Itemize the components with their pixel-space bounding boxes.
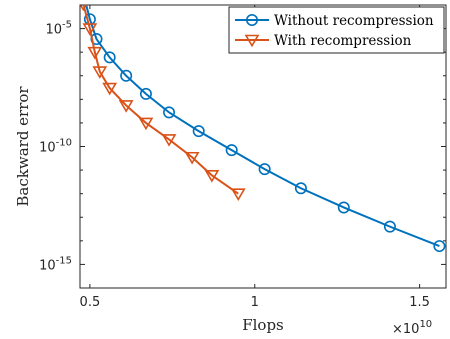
data-point-triangle: [138, 117, 154, 131]
data-point-circle: [433, 240, 446, 253]
data-point-circle: [225, 144, 238, 157]
series-line: [82, 5, 239, 195]
legend-label: With recompression: [274, 33, 412, 49]
x-axis-exponent: ×1010: [392, 319, 432, 337]
x-axis-exponent-base: ×10: [392, 322, 419, 337]
x-axis-label: Flops: [242, 316, 284, 334]
x-axis-exponent-power: 10: [419, 319, 432, 330]
data-point-circle: [258, 163, 271, 176]
data-point-circle: [383, 220, 396, 233]
x-tick-label: 1.5: [409, 295, 430, 310]
data-point-triangle: [87, 46, 103, 60]
series-2: [80, 5, 246, 201]
data-point-triangle: [82, 23, 98, 36]
data-point-triangle: [102, 82, 118, 96]
legend-entries: Without recompression With recompression: [235, 13, 434, 49]
data-point-triangle: [230, 188, 246, 201]
y-tick-label: 10-5: [45, 20, 72, 38]
legend-entry-2: With recompression: [235, 33, 412, 49]
y-axis-ticks: 10-5 10-10 10-15: [39, 4, 446, 289]
x-tick-label: 0.5: [80, 295, 101, 310]
series-line: [85, 5, 440, 248]
data-point-circle: [163, 106, 176, 119]
data-point-triangle: [204, 170, 220, 183]
legend-label: Without recompression: [274, 13, 434, 29]
data-point-circle: [120, 69, 133, 82]
series-1: [83, 5, 446, 253]
data-point-circle: [103, 51, 116, 64]
legend: Without recompression With recompression: [228, 6, 445, 54]
y-tick-label: 10-10: [39, 138, 72, 156]
legend-entry-1: Without recompression: [235, 13, 434, 29]
legend-box: [228, 6, 445, 54]
data-point-circle: [139, 87, 152, 100]
data-point-triangle: [118, 100, 134, 113]
data-point-circle: [192, 125, 205, 138]
data-point-triangle: [244, 34, 260, 48]
series-layer: [80, 5, 446, 253]
x-tick-label: 1: [251, 295, 259, 310]
y-axis-label: Backward error: [14, 86, 32, 207]
data-point-triangle: [161, 134, 177, 147]
data-point-circle: [337, 201, 350, 214]
data-point-circle: [246, 14, 259, 26]
data-point-triangle: [92, 66, 108, 79]
data-point-circle: [294, 182, 307, 195]
data-point-triangle: [184, 151, 200, 165]
y-tick-label: 10-15: [39, 255, 72, 273]
